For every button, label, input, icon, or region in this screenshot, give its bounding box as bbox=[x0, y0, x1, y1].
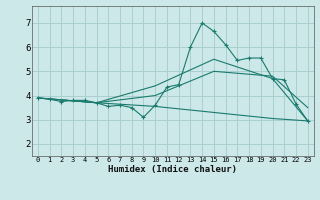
X-axis label: Humidex (Indice chaleur): Humidex (Indice chaleur) bbox=[108, 165, 237, 174]
